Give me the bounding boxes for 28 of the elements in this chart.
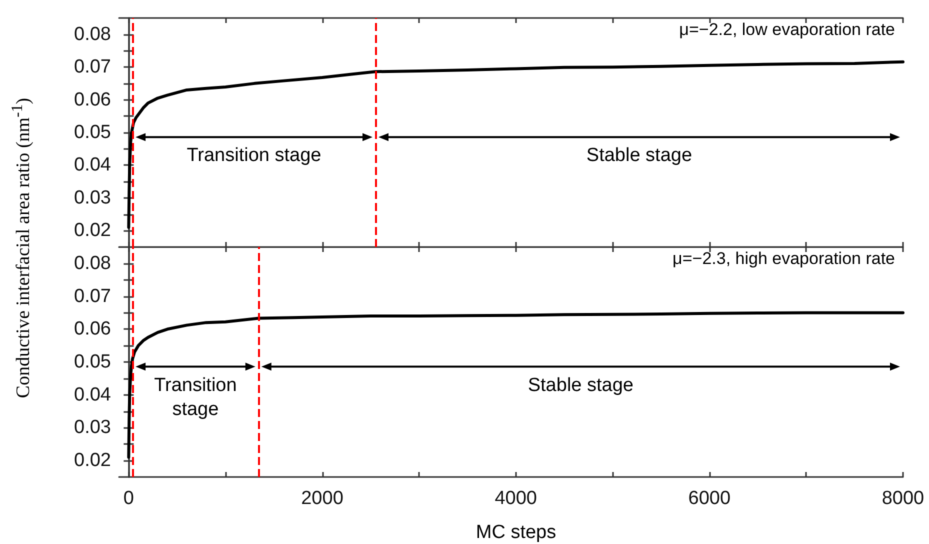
x-tick-label: 0	[123, 488, 134, 509]
annotation: Stable stage	[526, 374, 634, 398]
annotation: μ=−2.3, high evaporation rate	[672, 249, 895, 269]
y-tick-label: 0.03	[74, 417, 111, 438]
annotation: μ=−2.2, low evaporation rate	[679, 20, 895, 40]
x-tick-label: 8000	[882, 488, 924, 509]
y-tick-label: 0.08	[74, 252, 111, 274]
y-tick-label: 0.07	[74, 56, 111, 78]
y-tick-label: 0.03	[74, 187, 111, 208]
y-tick-label: 0.04	[74, 154, 112, 176]
line-series	[127, 60, 904, 229]
y-tick-label: 0.02	[74, 220, 111, 242]
annotation: Transition stage	[153, 374, 238, 422]
y-tick-label: 0.06	[74, 318, 111, 340]
annotation: Transition stage	[186, 144, 322, 168]
y-tick-label: 0.06	[74, 89, 111, 110]
y-tick-label: 0.04	[74, 384, 112, 406]
x-tick-label: 4000	[494, 488, 537, 509]
annotation: Stable stage	[585, 144, 694, 168]
line-series	[127, 311, 904, 459]
x-axis-title: MC steps	[476, 522, 556, 544]
x-tick-label: 6000	[688, 488, 731, 509]
y-tick-label: 0.07	[74, 286, 111, 307]
y-tick-label: 0.05	[74, 122, 111, 143]
x-tick-label: 2000	[301, 488, 344, 509]
y-tick-label: 0.02	[74, 450, 111, 472]
y-tick-label: 0.05	[74, 352, 111, 372]
y-tick-label: 0.08	[74, 24, 111, 45]
